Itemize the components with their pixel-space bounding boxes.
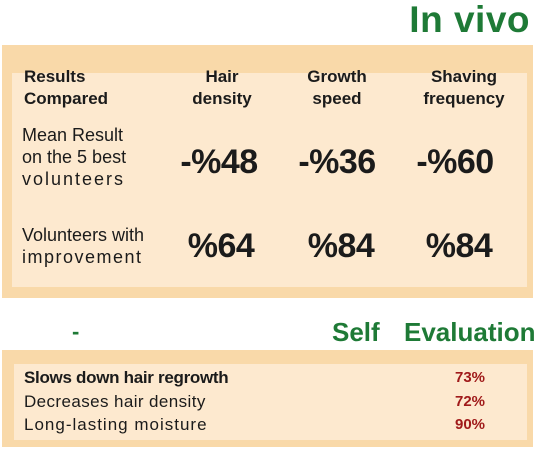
self-eval-item-value: 72% (454, 393, 486, 410)
self-eval-item-label: Slows down hair regrowth (24, 368, 229, 387)
value-shaving-frequency-volunteers: %84 (425, 227, 493, 265)
value-hair-density-volunteers: %64 (187, 227, 255, 265)
value-hair-density-mean: -%48 (180, 143, 258, 181)
self-evaluation-title-evaluation: Evaluation (404, 317, 536, 347)
header-growth-speed: Growth speed (307, 67, 367, 108)
self-eval-item-value: 90% (454, 416, 486, 433)
self-eval-item-value: 73% (454, 369, 486, 386)
row-label-volunteers-improvement: Volunteers with improvement (22, 225, 145, 267)
value-growth-speed-volunteers: %84 (307, 227, 375, 265)
results-inner-panel (12, 73, 527, 287)
self-evaluation-inner-panel (14, 364, 527, 440)
value-growth-speed-mean: -%36 (298, 143, 376, 181)
value-shaving-frequency-mean: -%60 (416, 143, 494, 181)
header-results-compared: Results Compared (24, 67, 109, 108)
section-dash: - (72, 319, 80, 344)
page-title: In vivo (409, 0, 530, 40)
row-label-mean-result: Mean Result on the 5 best volunteers (22, 125, 127, 189)
self-eval-item-label: Decreases hair density (24, 392, 206, 411)
self-eval-item-label: Long-lasting moisture (24, 415, 208, 434)
header-shaving-frequency: Shaving frequency (423, 67, 505, 108)
header-hair-density: Hair density (192, 67, 252, 108)
self-evaluation-title-self: Self (332, 317, 380, 347)
